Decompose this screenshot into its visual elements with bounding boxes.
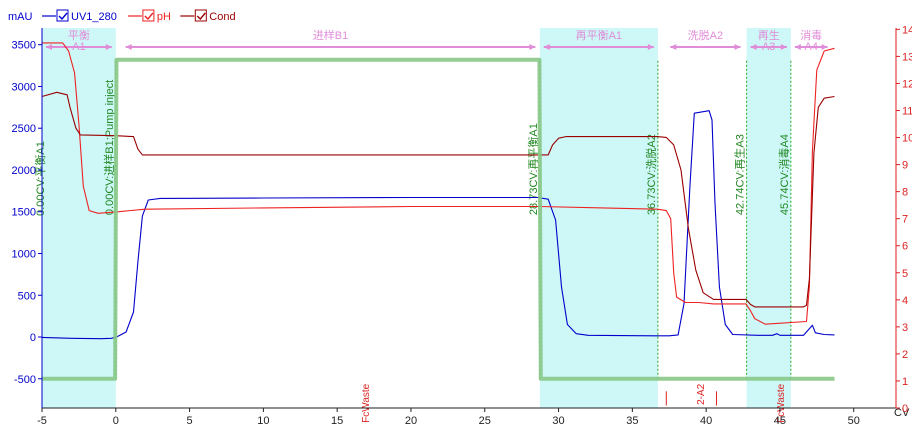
- phase-shade: [539, 28, 658, 408]
- phase-arrow-right: [529, 44, 536, 50]
- y-right-tick-label: 1: [902, 376, 908, 388]
- legend-checkbox: [194, 9, 207, 22]
- y-left-tick-label: 500: [18, 290, 36, 302]
- phase-arrow-left: [670, 44, 677, 50]
- phase-bar-layer: 平衡 A1 进样B1 再平衡A1 洗脱A2 再生 A3 消毒 A4: [46, 28, 828, 53]
- phase-arrow-right: [821, 44, 828, 50]
- phase-label: 洗脱A2: [688, 28, 723, 42]
- fraction-layer: FcWaste 2-A2 FcWaste: [361, 383, 787, 423]
- y-right-tick-label: 2: [902, 349, 908, 361]
- y-left-tick-label: 3000: [12, 81, 36, 93]
- event-label: 42.74CV:再生A3: [733, 134, 747, 215]
- phase-arrow-left: [794, 44, 801, 50]
- y-right-tick-label: 12: [902, 78, 912, 90]
- y-right-tick-label: 7: [902, 214, 908, 226]
- y-left-tick-label: 0: [30, 332, 36, 344]
- y-right-tick-label: 11: [902, 105, 912, 117]
- y-right-tick-label: 14: [902, 24, 912, 36]
- fraction-label: FcWaste: [361, 383, 372, 423]
- legend-checkbox: [56, 9, 69, 22]
- y-right-tick-label: 10: [902, 133, 912, 145]
- y-left-tick-label: 2000: [12, 165, 36, 177]
- y-right-tick-label: 3: [902, 322, 908, 334]
- x-tick-label: 0: [113, 415, 119, 427]
- checkmark-icon: [58, 12, 68, 21]
- phase-label-line: 平衡: [68, 29, 90, 42]
- axes-layer: -5 0 5 10 15 20 25 30 35 40 45 50CV-500050010001500…: [12, 24, 912, 427]
- x-tick-label: 15: [331, 415, 343, 427]
- y-right-tick-label: 13: [902, 51, 912, 63]
- legend-checkbox: [142, 9, 155, 22]
- x-tick-label: 20: [405, 415, 417, 427]
- event-marker-layer: 0.00CV:平衡A1 0.00CV:进样B1;Pump inject 28.73C…: [34, 59, 792, 379]
- phase-shade: [746, 28, 791, 408]
- x-tick-label: 50: [848, 415, 860, 427]
- phase-label: 消毒 A4: [800, 28, 822, 53]
- y-right-tick-label: 8: [902, 187, 908, 199]
- left-axis-label: mAU: [8, 11, 33, 23]
- series-line-uv1-280: [41, 110, 835, 340]
- phase-label-line: 消毒: [800, 28, 822, 42]
- phase-label: 进样B1: [313, 28, 348, 42]
- event-label: 45.74CV:消毒A4: [777, 134, 791, 215]
- series-line-segment: [42, 57, 835, 381]
- event-label-left-edge: 0.00CV:平衡A1: [34, 141, 47, 216]
- y-left-tick-label: -500: [14, 374, 36, 386]
- x-tick-label: 40: [700, 415, 712, 427]
- x-axis-label: CV: [894, 407, 910, 419]
- phase-label: 再生 A3: [758, 28, 780, 53]
- phase-label-line: A1: [72, 41, 85, 53]
- series-line-ph: [42, 42, 835, 325]
- fraction-label: FcWaste: [776, 383, 787, 423]
- x-tick-label: 35: [626, 415, 638, 427]
- phase-shading-layer: [42, 28, 791, 408]
- event-label: 36.73CV:洗脱A2: [644, 134, 658, 215]
- phase-label-line: A4: [804, 41, 817, 53]
- legend-label: pH: [157, 11, 171, 23]
- phase-arrow-left: [46, 44, 52, 50]
- legend-label: Cond: [209, 11, 235, 23]
- phase-arrow-left: [750, 44, 757, 50]
- event-label: 28.73CV:再平衡A1: [527, 123, 540, 215]
- phase-label: 平衡 A1: [68, 29, 90, 53]
- x-tick-label: 25: [479, 415, 491, 427]
- phase-arrow-left: [125, 44, 132, 50]
- y-right-tick-label: 5: [902, 268, 908, 280]
- phase-label-line: A3: [762, 41, 775, 53]
- x-tick-label: 30: [552, 415, 564, 427]
- legend-label: UV1_280: [71, 11, 117, 23]
- phase-arrow-right: [734, 44, 741, 50]
- phase-label: 再平衡A1: [576, 29, 622, 42]
- phase-shade: [42, 28, 116, 408]
- event-label: 0.00CV:进样B1;Pump inject: [102, 80, 116, 215]
- phase-arrow-right: [105, 44, 112, 50]
- phase-arrow-left: [543, 44, 550, 50]
- x-tick-label: 45: [774, 415, 786, 427]
- y-right-tick-label: 9: [902, 160, 908, 172]
- legend: mAU UV1_280 pH Cond: [8, 9, 236, 23]
- fraction-label: 2-A2: [696, 383, 707, 405]
- phase-arrow-right: [780, 44, 787, 50]
- y-right-tick-label: 6: [902, 241, 908, 253]
- y-right-tick-label: 0: [902, 403, 908, 415]
- y-left-tick-label: 3500: [12, 40, 36, 52]
- x-tick-label: 10: [257, 415, 269, 427]
- phase-label-line: 再生: [758, 28, 780, 42]
- checkmark-icon: [144, 12, 154, 21]
- series-line-cond: [41, 91, 835, 308]
- phase-arrow-right: [647, 44, 654, 50]
- checkmark-icon: [196, 12, 206, 21]
- series-layer: [41, 42, 835, 381]
- y-left-tick-label: 1000: [12, 248, 36, 260]
- x-tick-label: 5: [187, 415, 193, 427]
- x-tick-label: -5: [37, 415, 47, 427]
- y-left-tick-label: 1500: [12, 207, 36, 219]
- y-left-tick-label: 2500: [12, 123, 36, 135]
- y-right-tick-label: 4: [902, 295, 908, 307]
